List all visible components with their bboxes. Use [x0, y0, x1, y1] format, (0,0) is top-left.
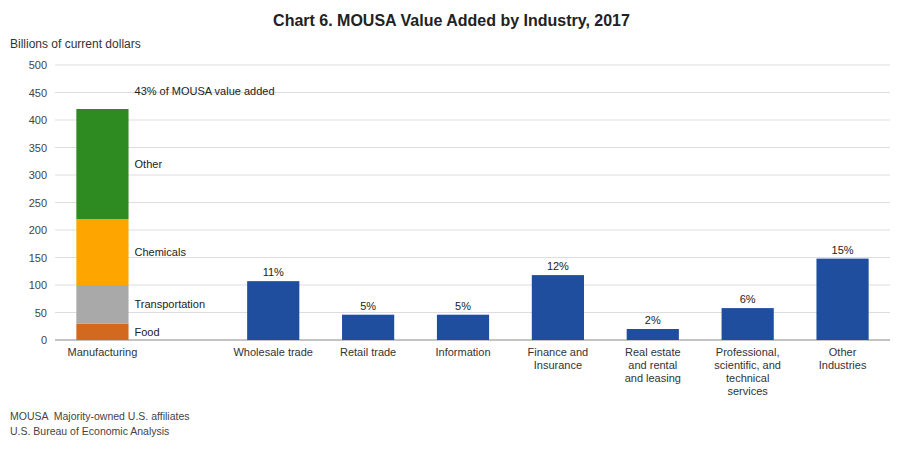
share-label: 15%: [832, 244, 854, 256]
grid-line: [55, 147, 890, 148]
x-tick-label-line: Manufacturing: [68, 346, 138, 358]
y-tick-label: 350: [29, 142, 47, 154]
annotation: 43% of MOUSA value added: [135, 85, 275, 97]
grid-line: [55, 285, 890, 286]
bar: [76, 109, 128, 219]
y-tick-label: 0: [41, 334, 47, 346]
bar: [342, 315, 394, 340]
grid-line: [55, 202, 890, 203]
share-label: 5%: [455, 300, 471, 312]
x-tick-label-line: Other: [829, 346, 857, 358]
x-tick-label: Retail trade: [340, 346, 396, 358]
y-tick-label: 50: [35, 307, 47, 319]
title: Chart 6. MOUSA Value Added by Industry, …: [273, 12, 630, 29]
share-label: 6%: [740, 293, 756, 305]
x-tick-label-line: Wholesale trade: [233, 346, 313, 358]
x-tick-label-line: services: [727, 385, 768, 397]
bar: [627, 329, 679, 340]
bar: [722, 308, 774, 340]
y-tick-label: 100: [29, 279, 47, 291]
bar: [76, 219, 128, 285]
bar: [816, 259, 868, 340]
y-tick-label: 250: [29, 197, 47, 209]
share-label: 5%: [360, 300, 376, 312]
y-tick-label: 500: [29, 59, 47, 71]
segment-label: Other: [135, 158, 163, 170]
x-tick-label: Wholesale trade: [233, 346, 313, 358]
x-tick-label-line: technical: [726, 372, 769, 384]
x-tick-label: Real estateand rentaland leasing: [625, 346, 681, 384]
bars: [76, 109, 868, 340]
segment-label: Chemicals: [135, 246, 187, 258]
grid: [55, 65, 890, 340]
grid-line: [55, 65, 890, 66]
x-tick-label: Manufacturing: [68, 346, 138, 358]
share-label: 11%: [263, 266, 284, 278]
x-tick-label: Finance andInsurance: [528, 346, 589, 371]
x-tick-label-line: Insurance: [534, 359, 582, 371]
share-label: 12%: [547, 260, 569, 272]
grid-line: [55, 230, 890, 231]
grid-line: [55, 175, 890, 176]
y-tick-label: 150: [29, 252, 47, 264]
x-tick-label: Information: [435, 346, 490, 358]
share-label: 2%: [645, 314, 661, 326]
y-tick-label: 450: [29, 87, 47, 99]
x-tick-label-line: and leasing: [625, 372, 681, 384]
x-tick-label-line: Information: [435, 346, 490, 358]
bar: [76, 285, 128, 324]
segment-label: Food: [135, 326, 160, 338]
y-tick-label: 200: [29, 224, 47, 236]
x-tick-label-line: Retail trade: [340, 346, 396, 358]
y-axis-label: Billions of current dollars: [10, 37, 141, 51]
y-tick-label: 300: [29, 169, 47, 181]
y-tick-label: 400: [29, 114, 47, 126]
x-tick-label-line: Finance and: [528, 346, 589, 358]
chart-svg: Chart 6. MOUSA Value Added by Industry, …: [0, 0, 903, 450]
segment-label: Transportation: [135, 298, 206, 310]
bar: [247, 281, 299, 340]
bar: [532, 275, 584, 340]
chart-container: Chart 6. MOUSA Value Added by Industry, …: [0, 0, 903, 450]
x-tick-label-line: and rental: [628, 359, 677, 371]
grid-line: [55, 120, 890, 121]
x-tick-label-line: Professional,: [716, 346, 780, 358]
x-tick-label-line: Real estate: [625, 346, 681, 358]
bar: [437, 315, 489, 340]
x-tick-label: Professional,scientific, andtechnicalser…: [714, 346, 781, 397]
x-tick-label: OtherIndustries: [819, 346, 867, 371]
x-tick-label-line: scientific, and: [714, 359, 781, 371]
footnote: U.S. Bureau of Economic Analysis: [10, 425, 169, 437]
footnote: MOUSA Majority-owned U.S. affiliates: [10, 410, 190, 422]
x-tick-label-line: Industries: [819, 359, 867, 371]
labels: Food Transportation Chemicals Other 11% 5% 5% 1…: [135, 85, 854, 338]
bar: [76, 324, 128, 341]
